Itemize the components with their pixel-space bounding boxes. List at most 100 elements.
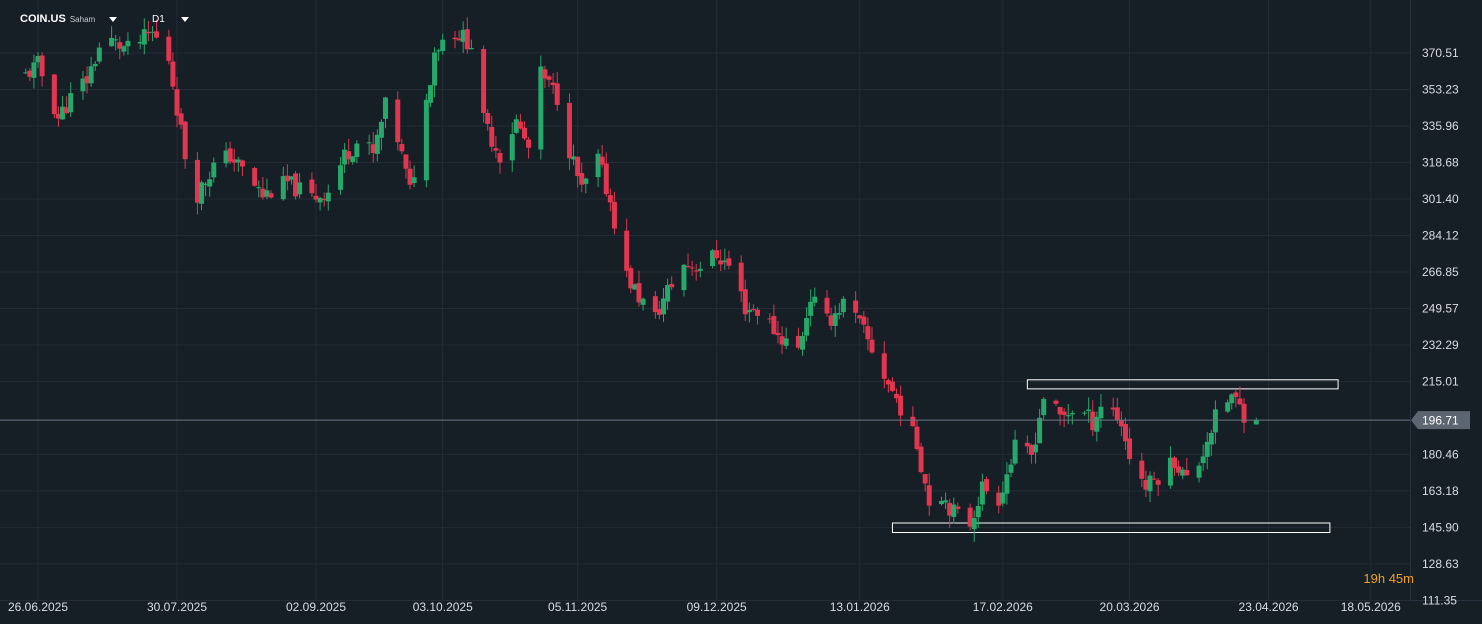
candle-down	[284, 175, 290, 182]
candle-down	[914, 426, 920, 449]
candle-down	[898, 395, 904, 416]
candle-down	[554, 83, 560, 105]
candle-up	[317, 198, 323, 203]
y-tick-label: 335.96	[1422, 119, 1459, 133]
candle-up	[325, 192, 331, 202]
candle-down	[869, 339, 875, 353]
candle-up	[436, 50, 442, 52]
candle-down	[795, 335, 801, 348]
candle-down	[166, 36, 172, 61]
candle-up	[60, 106, 66, 120]
candle-up	[1008, 464, 1014, 473]
candle-down	[84, 76, 90, 84]
candle-up	[113, 39, 119, 41]
candle-up	[1037, 417, 1043, 444]
candle-up	[199, 182, 205, 204]
candle-up	[632, 284, 638, 290]
candle-down	[403, 154, 409, 169]
candle-up	[23, 72, 29, 74]
y-tick-label: 111.35	[1422, 593, 1457, 607]
candle-down	[321, 198, 327, 201]
candle-down	[117, 42, 123, 49]
candle-down	[407, 168, 413, 185]
candle-down	[1151, 478, 1157, 480]
candle-down	[452, 37, 458, 40]
candle-up	[971, 518, 977, 530]
candle-down	[861, 316, 867, 325]
y-tick-label: 301.40	[1422, 192, 1459, 206]
candle-up	[661, 298, 666, 315]
timeframe-selector[interactable]: D1	[152, 10, 189, 28]
candle-up	[1208, 432, 1214, 445]
candle-up	[509, 134, 515, 161]
candle-up	[513, 119, 519, 133]
candle-down	[775, 332, 781, 336]
candle-up	[836, 312, 842, 315]
chevron-down-icon[interactable]	[180, 16, 189, 22]
candle-up	[665, 285, 671, 302]
candle-down	[493, 148, 499, 151]
candle-down	[1122, 424, 1128, 442]
candle-up	[1204, 441, 1210, 457]
candle-up	[943, 500, 949, 503]
candle-down	[194, 159, 200, 203]
support-zone[interactable]	[891, 522, 1331, 534]
candle-down	[575, 156, 581, 177]
candle-down	[628, 268, 634, 289]
y-tick-label: 163.18	[1422, 484, 1459, 498]
chevron-down-icon[interactable]	[109, 16, 118, 22]
candle-down	[485, 112, 491, 124]
candle-up	[354, 143, 360, 158]
candle-down	[718, 260, 724, 265]
candle-down	[566, 102, 572, 159]
candle-up	[1212, 409, 1218, 433]
candle-up	[203, 183, 209, 185]
y-tick-label: 180.46	[1422, 447, 1459, 461]
candle-down	[51, 74, 57, 115]
candle-down	[857, 315, 863, 319]
symbol-selector[interactable]: COIN.US Saham	[20, 10, 118, 28]
candle-up	[783, 338, 789, 346]
candle-up	[681, 264, 687, 291]
candle-up	[1033, 444, 1039, 453]
current-price-line-group: 196.71	[0, 411, 1470, 430]
candle-up	[975, 505, 981, 518]
candle-up	[207, 179, 213, 187]
candle-down	[1184, 470, 1190, 476]
candle-down	[456, 38, 462, 41]
candle-up	[1065, 415, 1071, 417]
current-price-tag	[1411, 411, 1470, 430]
candle-down	[599, 156, 605, 165]
candle-up	[374, 134, 380, 154]
candle-up	[264, 190, 270, 197]
candle-up	[1094, 416, 1100, 432]
candle-up	[88, 66, 94, 84]
resistance-zone[interactable]	[1026, 379, 1339, 390]
candle-down	[885, 380, 891, 385]
candle-down	[346, 151, 352, 160]
candle-down	[853, 300, 859, 313]
candle-down	[693, 270, 699, 272]
candle-down	[546, 76, 552, 80]
candle-down	[39, 55, 45, 77]
candle-down	[227, 148, 233, 162]
candle-down	[922, 474, 928, 484]
candle-down	[1024, 442, 1030, 447]
candle-down	[894, 393, 900, 399]
candle-down	[395, 99, 401, 143]
candle-countdown: 19h 45m	[1363, 571, 1414, 586]
candle-down	[779, 336, 785, 345]
candle-up	[35, 56, 41, 63]
candle-up	[939, 500, 944, 505]
candle-down	[174, 89, 180, 116]
candle-up	[1229, 394, 1235, 404]
candle-down	[252, 168, 258, 186]
candle-down	[955, 506, 961, 509]
y-tick-label: 249.57	[1422, 301, 1459, 315]
candle-up	[812, 296, 818, 303]
candle-down	[1139, 460, 1145, 479]
candle-down	[967, 507, 973, 527]
candle-up	[979, 481, 985, 505]
candle-down	[1143, 480, 1149, 490]
